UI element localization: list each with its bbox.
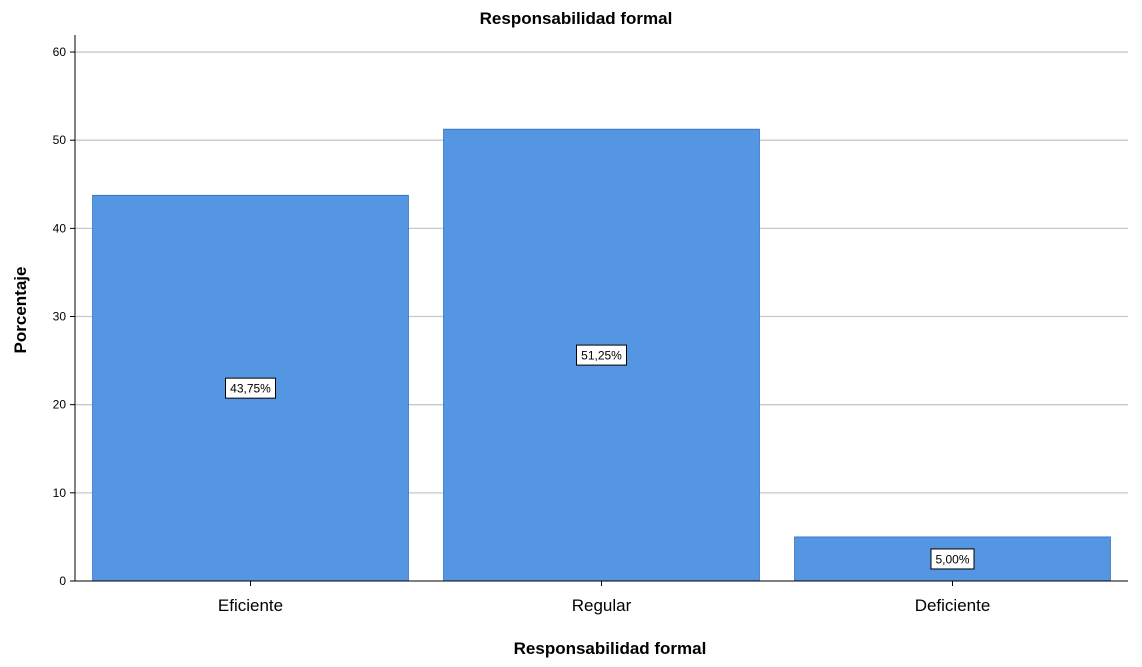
x-axis-title: Responsabilidad formal	[514, 639, 707, 658]
y-tick-label: 20	[53, 398, 67, 412]
x-category-label: Regular	[572, 596, 632, 615]
y-tick-label: 50	[53, 133, 67, 147]
x-category-label: Eficiente	[218, 596, 283, 615]
data-label-box	[576, 344, 627, 366]
data-label-box	[225, 377, 276, 399]
data-label: 5,00%	[935, 552, 969, 566]
data-label-box	[930, 548, 975, 570]
axes: 0 10 20 30 40 50 60 Eficiente Regular Deficiente	[53, 35, 1128, 615]
labels: 43,75% 51,25% 5,00%	[225, 344, 975, 570]
y-axis-title: Porcentaje	[11, 267, 30, 354]
y-tick-label: 10	[53, 486, 67, 500]
data-label: 51,25%	[581, 349, 622, 363]
y-tick-label: 40	[53, 221, 67, 235]
y-tick-label: 0	[59, 574, 66, 588]
y-tick-label: 60	[53, 45, 67, 59]
chart-title: Responsabilidad formal	[480, 9, 673, 28]
y-tick-label: 30	[53, 310, 67, 324]
x-category-label: Deficiente	[915, 596, 991, 615]
data-label: 43,75%	[230, 382, 271, 396]
